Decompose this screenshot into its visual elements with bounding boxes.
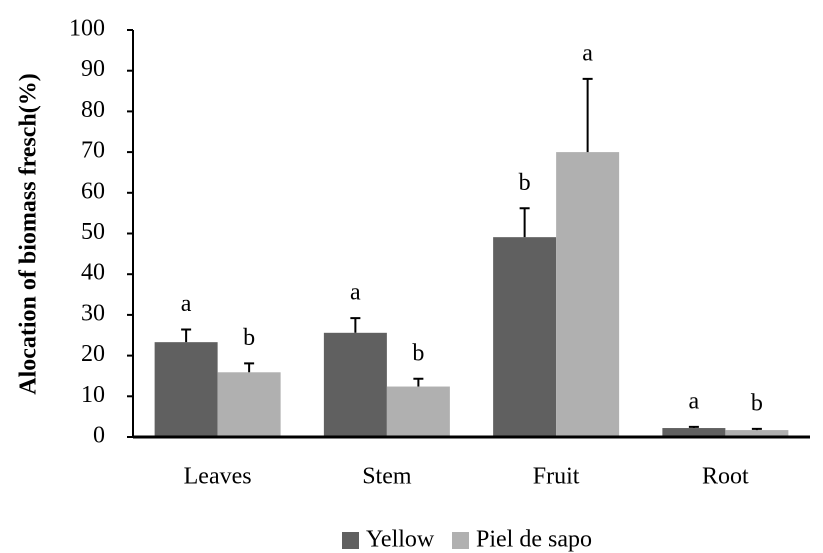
legend-swatch [342,532,359,549]
significance-letter: b [243,325,255,351]
legend-swatch [452,532,469,549]
y-tick-label: 10 [81,382,105,408]
legend-label: Yellow [366,527,435,553]
bar [386,386,450,437]
bar [662,428,726,437]
y-tick-label: 20 [81,341,105,367]
x-tick-label: Root [702,464,749,490]
error-bar [688,425,699,429]
error-bar [519,207,530,238]
error-bar [582,77,593,153]
bar [556,152,620,437]
bar [217,372,281,437]
significance-letter: b [519,170,531,196]
significance-letter: b [751,390,763,416]
bar [323,332,387,437]
legend-label: Piel de sapo [476,527,592,553]
y-tick-label: 90 [81,56,105,82]
significance-letter: a [582,40,593,66]
x-tick-label: Fruit [533,464,580,490]
y-tick-label: 0 [93,423,105,449]
significance-letter: b [412,340,424,366]
y-tick-label: 60 [81,178,105,204]
error-bar [350,317,361,333]
y-tick-label: 50 [81,219,105,245]
bar [154,342,218,437]
significance-letter: a [689,388,700,414]
error-bar [181,328,192,343]
error-bar [413,377,424,387]
error-bar [751,427,762,431]
significance-letter: a [181,291,192,317]
significance-letter: a [350,280,361,306]
error-bar [244,362,255,373]
x-tick-label: Leaves [184,464,252,490]
y-axis-title: Alocation of biomass fresch(%) [16,73,42,395]
x-tick-label: Stem [362,464,412,490]
y-tick-label: 30 [81,300,105,326]
y-tick-label: 40 [81,260,105,286]
y-tick-label: 100 [69,16,105,42]
bar [493,237,557,437]
bar [725,430,789,437]
y-tick-label: 80 [81,97,105,123]
y-tick-label: 70 [81,138,105,164]
